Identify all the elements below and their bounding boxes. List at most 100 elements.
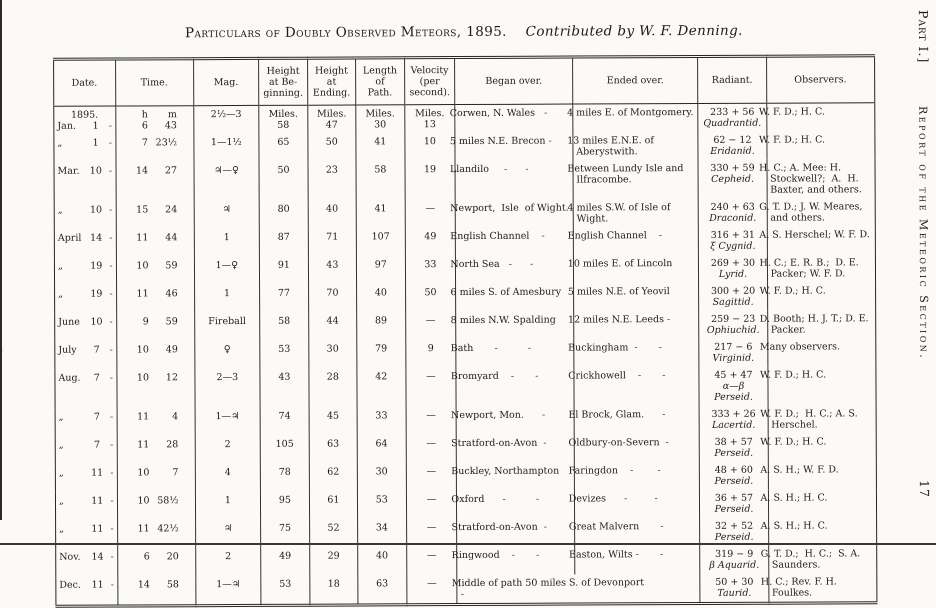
time-hours: 6 — [143, 551, 150, 563]
cell-ended-over: 4 miles E. of Montgomery. — [567, 103, 699, 133]
cell-velocity-value: — — [426, 466, 437, 478]
cell-height-end-value: 29 — [327, 550, 340, 562]
cell-began-over: Newport, Isle of Wight. — [450, 199, 574, 229]
cell-height-begin: 49 — [260, 547, 310, 576]
scan-edge-left — [0, 0, 2, 520]
magnitude-value: 4 — [224, 467, 231, 479]
cell-magnitude: 1 — [194, 284, 260, 314]
radiant-shower-name: Perseid. — [714, 503, 754, 515]
radiant-shower-name: Quadrantid. — [703, 117, 762, 129]
cell-height-begin-value: 49 — [279, 550, 292, 562]
cell-observers: W. F. D.; H. C. — [760, 433, 877, 462]
right-margin-page-number: 17 — [916, 479, 932, 498]
cell-magnitude: 2½—3 — [193, 105, 260, 135]
table-row: „ 11-10 58½ 1 95 61 53— Oxford - - Devizes - -36… — [55, 489, 877, 521]
cell-time: 7 23½ — [115, 134, 194, 163]
time-value: 10 59 — [120, 260, 191, 271]
magnitude-value: ♃—♀ — [213, 164, 239, 177]
date-value: „ 11- — [59, 468, 114, 479]
cell-length-path-value: 89 — [374, 315, 388, 327]
time-hours: 6 — [141, 120, 148, 132]
cell-velocity: — — [405, 407, 457, 436]
date-value: „ 7- — [59, 440, 114, 451]
time-hours: 14 — [137, 579, 150, 591]
radiant-shower-name: Ophiuchid. — [706, 324, 760, 336]
date-value: April 14- — [58, 233, 113, 244]
cell-began-over: Buckley, Northampton — [451, 462, 575, 492]
magnitude-value: 2 — [224, 439, 231, 451]
radiant-coordinates: 48 + 60 — [714, 464, 753, 476]
date-dash-filler: - — [109, 288, 113, 300]
cell-ended-over: Buckingham - - — [568, 338, 700, 368]
date-value: Mar. 10- — [58, 166, 113, 177]
date-dash-filler: - — [110, 579, 114, 591]
cell-observers: W. F. D.; H. C. — [760, 282, 876, 311]
time-value: 15 24 — [119, 204, 190, 215]
date-month: „ — [57, 260, 63, 272]
cell-time: 9 59 — [116, 313, 195, 342]
cell-time: 11 44 — [115, 229, 194, 258]
cell-velocity-value: — — [426, 550, 437, 562]
cell-began-over: Ringwood - - — [452, 546, 575, 576]
radiant-coordinates: 240 + 63 — [710, 201, 755, 213]
cell-velocity-value: — — [426, 522, 437, 534]
radiant-coordinates: 259 − 23 — [711, 313, 756, 325]
cell-velocity-value: 49 — [424, 231, 437, 243]
date-value: „ 1- — [57, 138, 112, 149]
time-hours: 14 — [135, 165, 149, 177]
cell-date: April 14- — [54, 230, 116, 258]
radiant-coordinates: 50 + 30 — [715, 576, 754, 588]
date-dash-filler: - — [110, 467, 114, 479]
cell-velocity: — — [405, 312, 457, 341]
cell-began-over: Middle of path 50 miles S. of Devonport … — [452, 573, 701, 605]
cell-time: 6 20 — [117, 548, 196, 577]
date-month: June — [58, 316, 80, 328]
time-minutes: 4 — [172, 411, 179, 423]
time-hours: 11 — [136, 232, 149, 244]
date-dash-filler: - — [110, 551, 114, 563]
table-row: July 7- 10 49 ♀ 53 30 79 9 Bath - - Buckingham - -… — [55, 338, 876, 370]
date-month: „ — [58, 439, 64, 451]
cell-length-path-value: 40 — [375, 550, 389, 562]
miles-unit-label: Miles. — [365, 108, 395, 120]
cell-height-end: 70 — [308, 284, 357, 313]
cell-height-end-value: 63 — [327, 438, 340, 450]
date-month: Jan. — [57, 120, 77, 132]
cell-length-path-value: 79 — [375, 343, 388, 355]
cell-height-end-value: 70 — [326, 287, 339, 299]
cell-height-end: 18 — [309, 575, 359, 606]
cell-began-over: 6 miles S. of Amesbury — [450, 283, 574, 313]
cell-height-begin-value: 53 — [278, 343, 291, 355]
cell-began-over: Oxford - - — [451, 490, 575, 520]
radiant-shower-name: Cepheid. — [711, 173, 755, 185]
col-header-began-over: Began over. — [454, 57, 573, 105]
table-row: „ 19- 11 46 1 77 70 40 50 6 miles S. of Amesbury 5… — [55, 282, 876, 314]
cell-length-path-value: 107 — [371, 231, 390, 243]
date-month: April — [57, 232, 82, 244]
cell-time: 11 28 — [116, 436, 195, 465]
cell-date: „ 19- — [54, 258, 116, 286]
date-dash-filler: - — [109, 344, 113, 356]
cell-observers: W. F. D.; H. C. — [759, 131, 876, 160]
cell-height-begin-value: 87 — [277, 231, 290, 243]
cell-length-path-value: 42 — [375, 371, 388, 383]
time-hours: 10 — [137, 495, 150, 507]
table-row: Aug. 7- 10 12 2—3 43 28 42 — Bromyard - - Crickhow… — [55, 366, 877, 409]
date-dash-filler: - — [109, 260, 113, 272]
cell-magnitude: 2 — [195, 547, 262, 577]
date-day: 14 — [91, 551, 104, 563]
magnitude-value: 2½—3 — [210, 108, 242, 121]
date-dash-filler: - — [109, 316, 113, 328]
cell-height-begin: 77 — [259, 284, 309, 313]
time-hours: 10 — [136, 260, 149, 272]
cell-height-begin: 50 — [259, 161, 308, 201]
cell-ended-over: Easton, Wilts - - — [569, 545, 701, 575]
date-month: „ — [57, 137, 63, 149]
cell-height-begin-value: 58 — [278, 315, 291, 327]
cell-time: 10 12 — [116, 369, 195, 409]
time-hours: 11 — [137, 439, 150, 451]
cell-height-end: 50 — [307, 133, 357, 162]
date-day: 7 — [93, 411, 100, 423]
date-day: 19 — [90, 288, 103, 300]
date-month: Nov. — [59, 551, 81, 563]
